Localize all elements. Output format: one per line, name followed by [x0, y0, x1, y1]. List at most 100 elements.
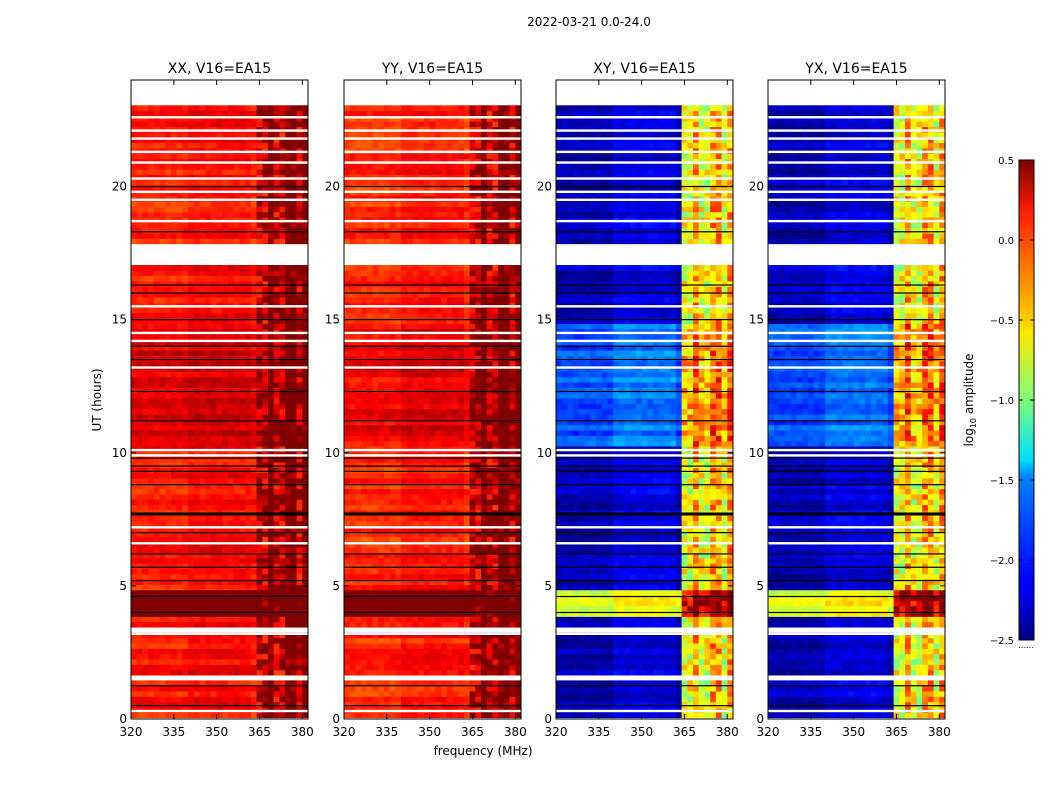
heatmap-cell [515, 456, 522, 463]
heatmap-cell [170, 163, 178, 170]
y-tick-label: 0 [119, 712, 127, 726]
heatmap-cell [290, 355, 297, 362]
heatmap-cell [182, 430, 189, 436]
heatmap-cell [262, 616, 269, 623]
heatmap-cell [503, 456, 510, 463]
heatmap-cell [233, 462, 240, 468]
heatmap-cell [233, 190, 240, 197]
heatmap-cell [182, 414, 189, 420]
heatmap-cell [153, 371, 160, 378]
heatmap-cell [302, 557, 309, 564]
heatmap-cell [250, 430, 258, 436]
heatmap-cell [503, 712, 510, 719]
heatmap-cell [188, 552, 195, 559]
heatmap-cell [285, 403, 292, 410]
heatmap-cell [188, 653, 195, 660]
heatmap-cell [250, 281, 258, 287]
heatmap-cell [446, 691, 453, 697]
heatmap-cell [383, 440, 391, 447]
heatmap-cell [182, 680, 189, 687]
heatmap-cell [153, 430, 160, 436]
heatmap-cell [389, 696, 396, 703]
heatmap-cell [486, 621, 493, 628]
heatmap-cell [199, 376, 206, 383]
heatmap-cell [176, 696, 183, 703]
heatmap-cell [285, 275, 292, 282]
heatmap-cell [176, 275, 183, 282]
heatmap-cell [148, 414, 155, 420]
heatmap-cell [406, 504, 413, 511]
heatmap-cell [250, 419, 258, 426]
heatmap-cell [142, 653, 149, 660]
heatmap-cell [463, 504, 471, 511]
heatmap-cell [285, 238, 292, 245]
black-line [131, 319, 308, 321]
heatmap-cell [222, 584, 229, 591]
heatmap-cell [389, 472, 396, 479]
heatmap-cell [210, 547, 218, 553]
heatmap-cell [228, 296, 235, 303]
heatmap-cell [481, 488, 488, 495]
heatmap-cell [148, 712, 155, 719]
heatmap-cell [372, 467, 379, 474]
heatmap-cell [463, 643, 471, 649]
heatmap-cell [389, 648, 396, 655]
heatmap-cell [463, 685, 471, 692]
heatmap-cell [486, 499, 493, 506]
heatmap-cell [429, 557, 436, 564]
heatmap-cell [136, 344, 143, 351]
heatmap-cell [366, 462, 373, 468]
heatmap-cell [250, 643, 258, 649]
heatmap-cell [148, 312, 155, 319]
heatmap-cell [262, 595, 269, 601]
heatmap-cell [498, 696, 505, 703]
heatmap-cell [216, 286, 223, 293]
heatmap-cell [435, 467, 442, 474]
heatmap-cell [182, 131, 189, 138]
heatmap-cell [296, 536, 303, 543]
heatmap-cell [441, 547, 448, 553]
heatmap-cell [463, 621, 471, 628]
heatmap-cell [216, 611, 223, 617]
heatmap-cell [199, 467, 206, 474]
heatmap-cell [210, 573, 218, 580]
heatmap-cell [239, 323, 246, 330]
heatmap-cell [176, 344, 183, 351]
heatmap-cell [344, 579, 351, 585]
heatmap-cell [268, 653, 275, 660]
heatmap-cell [159, 653, 166, 660]
heatmap-cell [176, 547, 183, 553]
heatmap-cell [165, 648, 172, 655]
heatmap-cell [435, 621, 442, 628]
heatmap-cell [273, 387, 280, 394]
heatmap-cell [412, 611, 419, 617]
heatmap-cell [429, 637, 436, 644]
heatmap-cell [245, 531, 252, 538]
heatmap-cell [418, 685, 425, 692]
heatmap-cell [498, 499, 505, 506]
heatmap-cell [250, 568, 258, 575]
heatmap-cell [296, 318, 303, 325]
heatmap-cell [302, 504, 309, 511]
heatmap-cell [131, 211, 138, 218]
heatmap-cell [250, 611, 258, 617]
heatmap-cell [268, 589, 275, 596]
heatmap-cell [256, 589, 263, 596]
heatmap-cell [481, 467, 488, 474]
heatmap-cell [136, 238, 143, 245]
heatmap-cell [418, 494, 425, 500]
heatmap-cell [153, 659, 160, 665]
heatmap-cell [395, 621, 402, 628]
heatmap-cell [302, 616, 309, 623]
heatmap-cell [210, 323, 218, 330]
heatmap-cell [216, 541, 223, 548]
heatmap-cell [285, 637, 292, 644]
heatmap-cell [273, 430, 280, 436]
heatmap-cell [475, 616, 482, 623]
heatmap-cell [279, 238, 286, 245]
heatmap-cell [228, 312, 235, 319]
heatmap-cell [273, 632, 280, 639]
heatmap-cell [406, 472, 413, 479]
heatmap-cell [216, 621, 223, 628]
heatmap-cell [199, 494, 206, 500]
